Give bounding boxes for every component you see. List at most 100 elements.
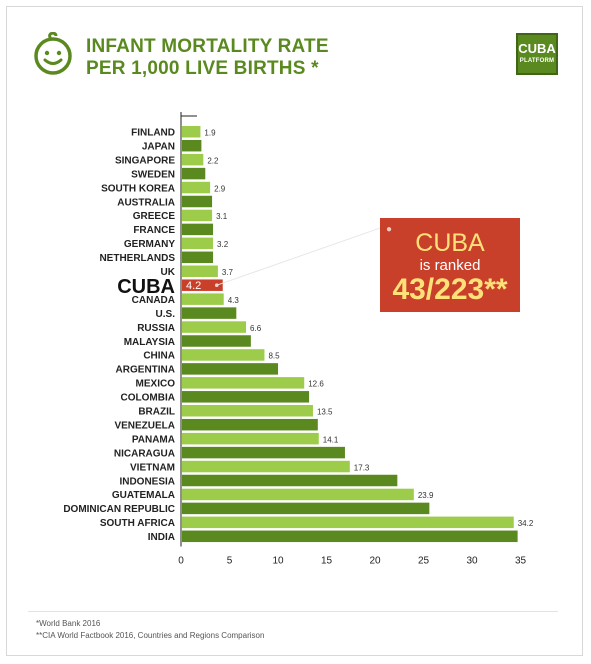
baby-face-icon bbox=[34, 32, 72, 75]
logo-text-cuba: CUBA bbox=[518, 41, 556, 56]
data-label: 2.2 bbox=[207, 156, 219, 165]
category-label: CHINA bbox=[143, 351, 175, 362]
category-label: FINLAND bbox=[131, 128, 175, 139]
callout-rank: 43/223** bbox=[392, 273, 508, 306]
bar-brazil bbox=[182, 405, 313, 417]
bar-guatemala bbox=[182, 488, 414, 501]
category-label: PANAMA bbox=[132, 434, 175, 445]
bar-singapore bbox=[182, 153, 204, 166]
category-label: ARGENTINA bbox=[116, 365, 175, 376]
bar-argentina bbox=[182, 363, 279, 375]
data-label: 2.9 bbox=[214, 184, 226, 193]
bar-greece bbox=[182, 209, 213, 222]
data-label: 13.5 bbox=[317, 408, 333, 417]
chart-frame bbox=[6, 6, 583, 656]
data-label: 3.2 bbox=[217, 240, 229, 249]
category-label: AUSTRALIA bbox=[117, 197, 175, 208]
category-label: INDIA bbox=[148, 532, 175, 543]
callout-country: CUBA bbox=[415, 229, 485, 257]
category-label: JAPAN bbox=[142, 141, 175, 152]
category-label: COLOMBIA bbox=[121, 393, 175, 404]
category-label: FRANCE bbox=[133, 225, 175, 236]
bar-australia bbox=[182, 195, 213, 208]
bar-colombia bbox=[182, 391, 310, 403]
category-label: CUBA bbox=[117, 276, 175, 298]
category-label: DOMINICAN REPUBLIC bbox=[63, 504, 175, 515]
data-label: 3.7 bbox=[222, 268, 234, 277]
data-label: 34.2 bbox=[518, 519, 534, 528]
data-label: 17.3 bbox=[354, 463, 370, 472]
category-label: INDONESIA bbox=[119, 476, 175, 487]
bar-south-korea bbox=[182, 181, 211, 194]
bar-dominican-republic bbox=[182, 502, 430, 515]
chart-title-line1: INFANT MORTALITY RATE bbox=[86, 36, 329, 57]
bar-russia bbox=[182, 321, 247, 333]
x-tick-label: 10 bbox=[272, 556, 284, 567]
category-label: UK bbox=[161, 267, 176, 278]
category-label: RUSSIA bbox=[137, 323, 175, 334]
callout-dot-icon: ● bbox=[386, 224, 393, 235]
data-label: 8.5 bbox=[268, 352, 280, 361]
category-label: SOUTH AFRICA bbox=[100, 518, 175, 529]
cuba-rank-callout: ● CUBA is ranked 43/223** bbox=[380, 218, 520, 312]
footnote-source-2: **CIA World Factbook 2016, Countries and… bbox=[36, 631, 265, 640]
x-tick-label: 15 bbox=[321, 556, 333, 567]
callout-connector-line bbox=[216, 225, 387, 286]
category-label: BRAZIL bbox=[138, 407, 175, 418]
category-label: SINGAPORE bbox=[115, 155, 175, 166]
data-label: 4.3 bbox=[228, 296, 240, 305]
chart-title: INFANT MORTALITY RATE PER 1,000 LIVE BIR… bbox=[86, 36, 329, 80]
bar-vietnam bbox=[182, 460, 350, 473]
bar-china bbox=[182, 349, 265, 361]
bar-mexico bbox=[182, 377, 305, 389]
callout-ranked-text: is ranked bbox=[419, 257, 481, 274]
category-label: U.S. bbox=[156, 309, 176, 320]
category-label: GERMANY bbox=[124, 239, 175, 250]
footnote-divider bbox=[28, 611, 558, 612]
data-label: 23.9 bbox=[418, 491, 434, 500]
bar-nicaragua bbox=[182, 446, 345, 459]
bar-sweden bbox=[182, 167, 206, 180]
data-label: 1.9 bbox=[204, 129, 216, 138]
bar-india bbox=[182, 530, 518, 543]
data-label: 14.1 bbox=[323, 435, 339, 444]
category-label: VENEZUELA bbox=[114, 420, 175, 431]
data-label: 6.6 bbox=[250, 324, 262, 333]
bar-panama bbox=[182, 432, 319, 445]
category-label: GUATEMALA bbox=[112, 490, 175, 501]
category-label: MALAYSIA bbox=[124, 337, 175, 348]
x-tick-label: 35 bbox=[515, 556, 527, 567]
x-tick-label: 5 bbox=[227, 556, 233, 567]
bar-cuba bbox=[182, 279, 223, 291]
bar-finland bbox=[182, 126, 201, 138]
category-label: NICARAGUA bbox=[114, 448, 175, 459]
category-label: VIETNAM bbox=[130, 462, 175, 473]
category-label: MEXICO bbox=[136, 379, 176, 390]
category-label: GREECE bbox=[133, 211, 176, 222]
bar-south-africa bbox=[182, 516, 514, 529]
bar-canada bbox=[182, 293, 224, 305]
logo-text-platform: PLATFORM bbox=[519, 58, 555, 64]
bar-indonesia bbox=[182, 474, 398, 487]
category-label: CANADA bbox=[132, 295, 175, 306]
chart-title-line2: PER 1,000 LIVE BIRTHS * bbox=[86, 58, 319, 79]
category-label: NETHERLANDS bbox=[99, 253, 175, 264]
bar-germany bbox=[182, 237, 214, 250]
x-tick-label: 30 bbox=[466, 556, 478, 567]
bar-uk bbox=[182, 265, 218, 277]
data-label: 3.1 bbox=[216, 212, 228, 221]
x-tick-label: 0 bbox=[178, 556, 184, 567]
data-label: 4.2 bbox=[186, 280, 201, 292]
bar-netherlands bbox=[182, 251, 214, 264]
cuba-platform-logo: CUBA PLATFORM bbox=[516, 33, 558, 75]
bar-venezuela bbox=[182, 418, 318, 431]
category-label: SOUTH KOREA bbox=[101, 183, 175, 194]
x-tick-label: 20 bbox=[369, 556, 381, 567]
bar-u-s- bbox=[182, 307, 237, 319]
bar-malaysia bbox=[182, 335, 251, 347]
category-label: SWEDEN bbox=[131, 169, 175, 180]
bar-france bbox=[182, 223, 214, 236]
x-tick-label: 25 bbox=[418, 556, 430, 567]
bar-japan bbox=[182, 139, 202, 152]
